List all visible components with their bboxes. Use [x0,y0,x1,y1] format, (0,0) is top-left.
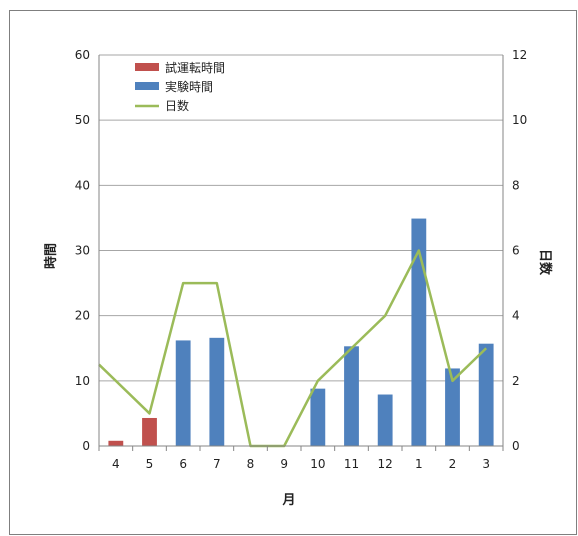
bar [142,417,157,446]
chart-frame [9,10,577,535]
y2-tick-label: 8 [512,178,520,192]
x-tick-label: 4 [112,457,120,471]
bar [175,340,191,446]
x-tick-label: 1 [415,457,423,471]
y2-tick-label: 10 [512,113,527,127]
y2-tick-label: 0 [512,439,520,453]
x-tick-label: 11 [344,457,359,471]
y-tick-label: 50 [75,113,90,127]
bar [411,218,427,446]
bar [310,388,326,446]
y-tick-label: 40 [75,178,90,192]
bar [209,337,225,446]
bar [377,394,393,446]
line-series [98,249,488,448]
line-group [98,249,488,448]
x-tick-label: 3 [482,457,490,471]
y2-tick-label: 6 [512,244,520,258]
x-tick-label: 5 [146,457,154,471]
y2-tick-label: 12 [512,48,527,62]
bar [344,346,359,446]
y2-axis-title: 日数 [537,249,553,276]
bar [478,343,494,446]
gridlines [99,54,503,382]
x-tick-label: 12 [378,457,393,471]
y-tick-label: 60 [75,48,90,62]
y-tick-label: 10 [75,374,90,388]
y-tick-label: 30 [75,244,90,258]
x-tick-label: 7 [213,457,221,471]
legend-label: 日数 [165,98,189,113]
y2-tick-label: 4 [512,309,520,323]
legend-label: 実験時間 [165,79,213,94]
bars-group [108,218,494,446]
x-tick-label: 6 [179,457,187,471]
bar [445,368,460,446]
x-tick-label: 9 [280,457,288,471]
x-axis-title: 月 [281,493,295,508]
legend-swatch [135,63,159,71]
y-tick-label: 0 [82,439,90,453]
bar [108,440,124,446]
y-axis-title: 時間 [43,243,59,269]
y-tick-label: 20 [75,309,90,323]
legend-label: 試運転時間 [165,60,225,75]
legend-swatch [135,82,159,90]
x-tick-label: 8 [247,457,255,471]
x-tick-label: 2 [449,457,457,471]
y2-tick-label: 2 [512,374,520,388]
x-tick-label: 10 [310,457,325,471]
